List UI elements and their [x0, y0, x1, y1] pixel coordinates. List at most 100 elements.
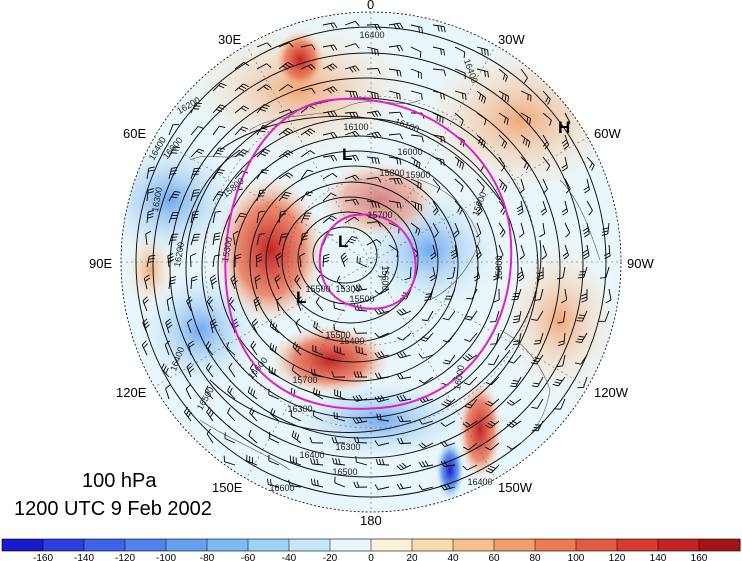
- contour-label: 16000: [452, 364, 466, 390]
- lon-label-60w: 60W: [594, 126, 621, 141]
- contour-label: 16500: [332, 467, 357, 477]
- wind-barb: [564, 112, 571, 128]
- wind-barb: [561, 134, 570, 150]
- wind-barb: [226, 342, 236, 356]
- wind-barb: [410, 90, 423, 100]
- wind-barb: [586, 156, 595, 171]
- wind-barb: [146, 210, 154, 224]
- wind-barb: [432, 178, 441, 193]
- wind-barb: [288, 479, 302, 488]
- wind-barb: [278, 84, 294, 92]
- wind-barb: [290, 410, 302, 422]
- wind-barb: [289, 455, 302, 466]
- wind-barb: [493, 266, 500, 281]
- lon-label-30w: 30W: [498, 32, 525, 47]
- wind-barb: [577, 376, 588, 389]
- colorbar-swatch: [289, 539, 331, 551]
- wind-barb: [519, 178, 525, 194]
- contour-label: 16400: [299, 450, 324, 460]
- wind-barb: [310, 478, 324, 488]
- contour-label: 16200: [172, 241, 186, 267]
- wind-barb: [605, 288, 612, 304]
- pressure-level-title: 100 hPa: [82, 470, 157, 492]
- wind-barb: [430, 244, 437, 260]
- wind-barb: [498, 68, 508, 82]
- map-boundary: [120, 11, 622, 513]
- wind-barb: [485, 442, 500, 451]
- wind-barb: [498, 112, 509, 125]
- wind-barb: [344, 154, 360, 162]
- wind-barb: [556, 266, 566, 280]
- wind-barb: [418, 460, 434, 468]
- wind-barb: [374, 484, 390, 490]
- wind-barb: [476, 112, 487, 126]
- wind-barb: [278, 42, 294, 48]
- wind-barb: [462, 464, 478, 471]
- wind-barb: [432, 112, 444, 124]
- contour-label: 16100: [343, 122, 368, 132]
- wind-barb: [312, 344, 324, 356]
- wind-barb: [209, 318, 218, 334]
- wind-barb: [517, 266, 525, 282]
- colorbar-tick-label: -120: [115, 553, 135, 561]
- wind-barb: [554, 398, 566, 410]
- colorbar-swatch: [43, 539, 85, 551]
- wind-barb: [375, 458, 390, 466]
- wind-barb: [454, 178, 464, 193]
- wind-barb: [487, 354, 500, 366]
- wind-barb: [519, 244, 525, 260]
- wind-barb: [366, 131, 382, 139]
- wind-barb: [353, 481, 368, 488]
- wind-barb: [582, 244, 590, 260]
- wind-barb: [442, 332, 456, 343]
- wind-barb: [212, 125, 226, 136]
- wind-barb: [256, 232, 266, 246]
- wind-barb: [355, 456, 368, 466]
- colorbar-swatch: [166, 539, 208, 551]
- wind-barb: [253, 296, 261, 312]
- wind-barb: [410, 46, 422, 58]
- wind-barb: [432, 222, 439, 238]
- wind-barb: [234, 253, 242, 268]
- wind-barb: [366, 156, 380, 165]
- wind-barb: [334, 389, 346, 400]
- wind-barb: [344, 65, 360, 73]
- wind-barb: [256, 125, 269, 136]
- lon-label-30e: 30E: [218, 32, 241, 47]
- wind-barb: [418, 376, 434, 384]
- wind-barb: [366, 68, 381, 75]
- wind-barb: [142, 296, 149, 312]
- colorbar-swatch: [2, 539, 44, 551]
- wind-barb: [256, 189, 266, 202]
- wind-barb: [561, 200, 569, 216]
- colorbar-tick-label: 140: [650, 553, 667, 561]
- wind-barb: [432, 68, 446, 76]
- wind-barb: [577, 266, 588, 279]
- wind-barb: [463, 442, 478, 451]
- wind-barb: [256, 104, 270, 114]
- wind-barb: [234, 105, 249, 114]
- contour-label: 16600: [269, 483, 294, 493]
- wind-barb: [520, 156, 530, 171]
- wind-barb: [322, 132, 338, 139]
- wind-barb: [396, 373, 412, 380]
- wind-barbs: [141, 20, 612, 491]
- contour-label: 15700: [367, 210, 392, 220]
- wind-barb: [331, 437, 346, 444]
- lon-label-90e: 90E: [89, 256, 112, 271]
- wind-barb: [141, 340, 148, 356]
- wind-barb: [410, 134, 424, 143]
- wind-barb: [463, 376, 478, 386]
- wind-barb: [146, 254, 156, 268]
- wind-barb: [212, 82, 227, 92]
- wind-barb: [186, 362, 194, 378]
- wind-barb: [300, 44, 316, 50]
- wind-barb: [300, 191, 314, 202]
- colorbar-swatch: [576, 539, 618, 551]
- wind-barb: [454, 112, 464, 127]
- wind-barb: [266, 478, 280, 488]
- wind-barb: [531, 310, 544, 321]
- wind-barb: [366, 221, 382, 228]
- wind-barb: [446, 266, 456, 280]
